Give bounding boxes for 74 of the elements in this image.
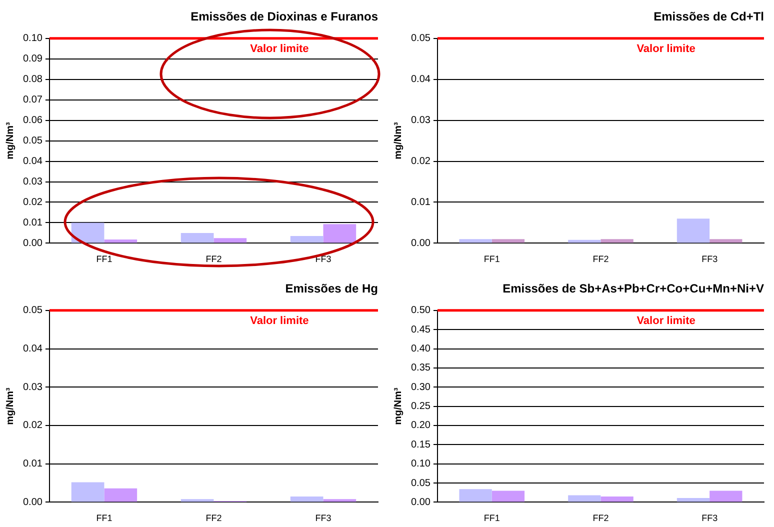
bar (290, 236, 324, 243)
y-tick-label: 0.05 (410, 478, 431, 489)
y-tick-label: 0.09 (22, 54, 43, 65)
x-tick-label: FF1 (484, 513, 500, 524)
bar (71, 482, 104, 502)
bar (290, 496, 324, 502)
bar (676, 218, 710, 243)
bar (104, 240, 138, 243)
y-tick-label: 0.01 (410, 196, 431, 208)
chart-title: Emissões de Sb+As+Pb+Cr+Co+Cu+Mn+Ni+V (502, 282, 764, 296)
y-tick-label: 0.03 (22, 382, 43, 393)
y-tick-label: 0.03 (410, 115, 431, 126)
y-axis-title: mg/Nm³ (4, 122, 16, 160)
y-tick-label: 0.00 (410, 496, 431, 508)
bar (459, 239, 492, 243)
x-tick-label: FF1 (96, 513, 112, 524)
y-tick-label: 0.04 (22, 344, 43, 355)
y-tick-label: 0.40 (410, 344, 431, 355)
y-tick-label: 0.05 (22, 136, 43, 147)
y-axis-title: mg/Nm³ (392, 387, 404, 425)
x-tick-label: FF3 (315, 513, 332, 524)
y-tick-label: 0.01 (22, 217, 43, 228)
y-tick-label: 0.45 (410, 324, 431, 336)
y-tick-label: 0.04 (22, 156, 43, 168)
y-tick-label: 0.04 (410, 74, 431, 86)
bar (710, 239, 742, 243)
bar (492, 239, 525, 243)
y-tick-label: 0.10 (410, 458, 431, 470)
y-tick-label: 0.05 (22, 305, 43, 316)
y-tick-label: 0.02 (22, 196, 43, 208)
x-tick-label: FF2 (206, 513, 222, 524)
x-tick-label: FF2 (592, 513, 609, 524)
chart-title: Emissões de Hg (285, 282, 378, 296)
y-axis-title: mg/Nm³ (392, 122, 404, 160)
y-tick-label: 0.07 (22, 94, 43, 106)
y-axis-title: mg/Nm³ (4, 387, 16, 425)
ref-line-label: Valor limite (636, 42, 696, 55)
y-tick-label: 0.06 (22, 115, 43, 126)
ref-line-label: Valor limite (250, 42, 309, 55)
ref-line-label: Valor limite (636, 314, 696, 327)
y-tick-label: 0.02 (410, 156, 431, 168)
chart-title: Emissões de Cd+Tl (654, 10, 764, 24)
x-tick-label: FF2 (206, 254, 222, 264)
bar (180, 499, 214, 502)
x-tick-label: FF1 (484, 254, 500, 264)
y-tick-label: 0.01 (22, 458, 43, 470)
y-tick-label: 0.00 (22, 238, 43, 249)
chart-title: Emissões de Dioxinas e Furanos (190, 10, 378, 24)
y-tick-label: 0.05 (410, 33, 431, 44)
y-tick-label: 0.10 (22, 33, 43, 44)
ref-line-label: Valor limite (250, 314, 309, 327)
x-tick-label: FF3 (702, 513, 718, 524)
bar (180, 232, 214, 243)
y-tick-label: 0.25 (410, 401, 431, 412)
bar (323, 224, 356, 243)
y-tick-label: 0.15 (410, 439, 431, 450)
bar (600, 239, 634, 243)
y-tick-label: 0.00 (22, 496, 43, 508)
y-tick-label: 0.02 (22, 420, 43, 432)
bar (568, 240, 601, 243)
bar (214, 238, 247, 243)
bar (104, 488, 138, 502)
y-tick-label: 0.50 (410, 305, 431, 316)
y-tick-label: 0.35 (410, 362, 431, 374)
y-tick-label: 0.03 (22, 176, 43, 188)
x-tick-label: FF3 (702, 254, 718, 264)
x-tick-label: FF2 (592, 254, 609, 264)
bar (71, 222, 104, 243)
x-tick-label: FF1 (96, 254, 112, 264)
y-tick-label: 0.30 (410, 382, 431, 393)
bar (323, 499, 356, 502)
y-tick-label: 0.20 (410, 420, 431, 432)
y-tick-label: 0.08 (22, 74, 43, 86)
y-tick-label: 0.00 (410, 238, 431, 249)
